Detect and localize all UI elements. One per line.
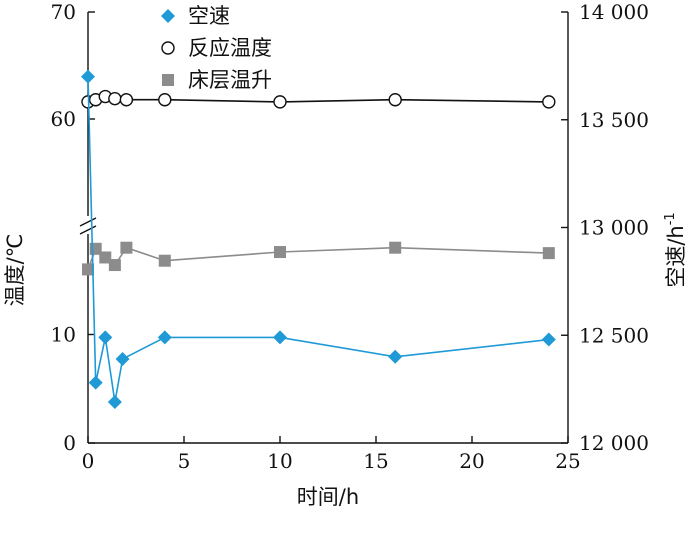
data-point-diamond: [157, 330, 172, 345]
legend-label-bed-temperature-rise: 床层温升: [188, 68, 272, 92]
x-tick-label: 5: [178, 449, 191, 473]
right-y-tick-label: 13 000: [579, 216, 649, 240]
data-point-diamond: [107, 395, 122, 410]
right-y-axis-label-superscript: -1: [663, 212, 678, 225]
legend-open-circle-marker: [161, 41, 175, 55]
series-line-open-circle: [87, 95, 549, 103]
data-point-open-circle: [388, 93, 402, 107]
right-y-axis-label: 空速/h-1: [663, 212, 688, 287]
data-point-open-circle: [542, 95, 556, 109]
legend-square-marker: [162, 74, 174, 86]
data-point-diamond: [88, 375, 103, 390]
left-y-tick-label: 70: [51, 0, 76, 24]
data-point-diamond: [388, 349, 403, 364]
data-point-square: [274, 246, 286, 259]
data-point-square: [82, 263, 94, 276]
x-tick-label: 0: [82, 449, 95, 473]
data-point-diamond: [273, 330, 287, 345]
series-layer: [81, 69, 556, 410]
data-point-square: [158, 254, 171, 267]
x-axis-label: 时间/h: [297, 485, 359, 509]
data-point-diamond: [115, 351, 130, 366]
x-tick-label: 10: [267, 449, 292, 473]
data-point-square: [120, 241, 133, 254]
left-y-tick-label: 0: [63, 431, 76, 455]
left-y-tick-label: 60: [51, 107, 76, 131]
x-tick-label: 25: [555, 449, 580, 473]
data-point-square: [99, 251, 112, 264]
right-y-tick-label: 13 500: [579, 108, 649, 132]
legend: 空速 反应温度 床层温升: [161, 4, 272, 92]
left-y-tick-label: 10: [51, 323, 76, 347]
data-point-diamond: [541, 332, 556, 347]
data-point-diamond: [81, 69, 95, 84]
right-y-tick-label: 12 500: [579, 323, 649, 347]
data-point-square: [389, 241, 402, 254]
data-point-open-circle: [108, 91, 122, 106]
ticks-layer: 0 5 10 15 20 25 0 10 60 70 12 000 12 500 13 000 13 50…: [51, 0, 649, 473]
right-y-tick-label: 12 000: [579, 431, 649, 455]
x-tick-label: 15: [363, 449, 388, 473]
left-y-axis-label: 温度/℃: [3, 234, 27, 307]
axis-break-mark: [79, 216, 97, 235]
data-point-square: [108, 259, 121, 272]
series-line-diamond: [87, 76, 549, 403]
right-y-tick-label: 14 000: [579, 0, 649, 24]
legend-label-reaction-temperature: 反应温度: [188, 36, 272, 60]
data-point-square: [542, 247, 555, 260]
data-point-open-circle: [158, 93, 172, 107]
legend-diamond-marker: [161, 9, 175, 23]
data-point-diamond: [98, 330, 113, 345]
data-point-open-circle: [119, 93, 134, 107]
right-y-axis-label-text: 空速/h: [664, 225, 688, 287]
data-point-open-circle: [273, 95, 287, 109]
series-line-square: [87, 246, 549, 270]
legend-label-space-velocity: 空速: [188, 4, 230, 28]
x-tick-label: 20: [459, 449, 484, 473]
